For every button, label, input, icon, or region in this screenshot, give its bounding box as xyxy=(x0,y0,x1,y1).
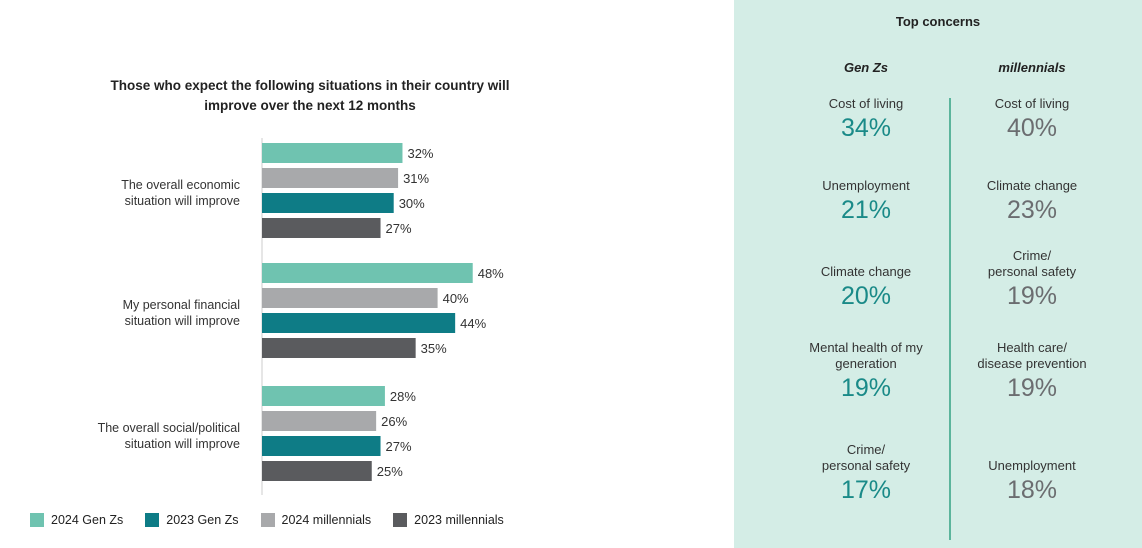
bar xyxy=(262,143,403,163)
category-label: My personal financial xyxy=(123,298,240,312)
data-label: 32% xyxy=(407,146,433,161)
millennials-header: millennials xyxy=(998,60,1066,75)
concern-label: Crime/ personal safety xyxy=(987,248,1077,279)
bar xyxy=(262,218,381,238)
legend-swatch xyxy=(145,513,160,527)
data-label: 26% xyxy=(381,414,407,429)
concern-item: Mental health of my generation 19% xyxy=(781,340,951,403)
concern-value: 34% xyxy=(840,114,892,142)
bar xyxy=(262,263,473,283)
concern-value: 20% xyxy=(840,282,892,310)
genz-header: Gen Zs xyxy=(843,60,889,75)
data-label: 40% xyxy=(443,291,469,306)
concern-value: 19% xyxy=(1006,374,1058,402)
panel-title: Top concerns xyxy=(895,14,981,29)
concern-value: 19% xyxy=(1006,282,1058,310)
data-label: 31% xyxy=(403,171,429,186)
concern-item: Cost of living 34% xyxy=(781,80,951,143)
data-label: 27% xyxy=(386,221,412,236)
data-label: 28% xyxy=(390,389,416,404)
concern-item: Crime/ personal safety 19% xyxy=(947,248,1117,311)
bar xyxy=(262,386,385,406)
legend-item: 2024 Gen Zs xyxy=(30,513,123,527)
concern-label: Unemployment xyxy=(988,458,1076,473)
concern-value: 19% xyxy=(840,374,892,402)
category-label: situation will improve xyxy=(125,194,240,208)
category-label: situation will improve xyxy=(125,437,240,451)
category-label: The overall social/political xyxy=(98,421,240,435)
data-label: 35% xyxy=(421,341,447,356)
concern-item: Climate change 23% xyxy=(947,162,1117,225)
legend-label: 2023 millennials xyxy=(414,513,504,527)
bar-chart: The overall economic situation will impro… xyxy=(98,138,504,495)
concern-label: Climate change xyxy=(820,264,912,279)
data-label: 44% xyxy=(460,316,486,331)
data-label: 27% xyxy=(386,439,412,454)
concern-label: Cost of living xyxy=(994,96,1070,111)
concern-label: Cost of living xyxy=(828,96,904,111)
category-label: situation will improve xyxy=(125,314,240,328)
bar xyxy=(262,411,377,431)
concern-item: Cost of living 40% xyxy=(947,80,1117,143)
concern-item: Unemployment 21% xyxy=(781,162,951,225)
concern-label: Unemployment xyxy=(822,178,910,193)
legend-swatch xyxy=(260,513,275,527)
data-label: 30% xyxy=(399,196,425,211)
legend-swatch xyxy=(393,513,408,527)
concern-label: Health care/ disease prevention xyxy=(977,340,1087,371)
legend-item: 2023 millennials xyxy=(393,513,504,527)
data-label: 48% xyxy=(478,266,504,281)
category-label: The overall economic xyxy=(121,178,240,192)
concern-value: 23% xyxy=(1006,196,1058,224)
data-label: 25% xyxy=(377,464,403,479)
bar xyxy=(262,168,399,188)
concern-label: Crime/ personal safety xyxy=(821,442,911,473)
legend-swatch xyxy=(30,513,44,527)
bar xyxy=(262,461,372,481)
legend-label: 2024 Gen Zs xyxy=(51,513,124,527)
concern-value: 40% xyxy=(1006,114,1058,142)
concern-item: Unemployment 18% xyxy=(947,442,1117,505)
bar xyxy=(262,313,456,333)
concern-label: Climate change xyxy=(986,178,1078,193)
chart-title: Those who expect the following situation… xyxy=(110,78,510,113)
legend-item: 2023 Gen Zs xyxy=(145,513,239,527)
legend-label: 2024 millennials xyxy=(281,513,372,527)
bar xyxy=(262,436,381,456)
bar xyxy=(262,288,438,308)
concern-item: Crime/ personal safety 17% xyxy=(781,442,951,505)
top-concerns-panel: Top concerns Gen Zs millennials Cost of … xyxy=(734,0,1142,548)
legend: 2024 Gen Zs 2023 Gen Zs 2024 millennials 20… xyxy=(30,513,526,527)
concern-item: Climate change 20% xyxy=(781,248,951,311)
concern-value: 21% xyxy=(840,196,892,224)
bar xyxy=(262,338,416,358)
concern-value: 18% xyxy=(1006,476,1058,504)
concern-label: Mental health of my generation xyxy=(809,340,923,371)
concern-value: 17% xyxy=(840,476,892,504)
concern-item: Health care/ disease prevention 19% xyxy=(947,340,1117,403)
legend-label: 2023 Gen Zs xyxy=(166,513,239,527)
bar xyxy=(262,193,394,213)
divider xyxy=(949,98,951,540)
legend-item: 2024 millennials xyxy=(260,513,372,527)
